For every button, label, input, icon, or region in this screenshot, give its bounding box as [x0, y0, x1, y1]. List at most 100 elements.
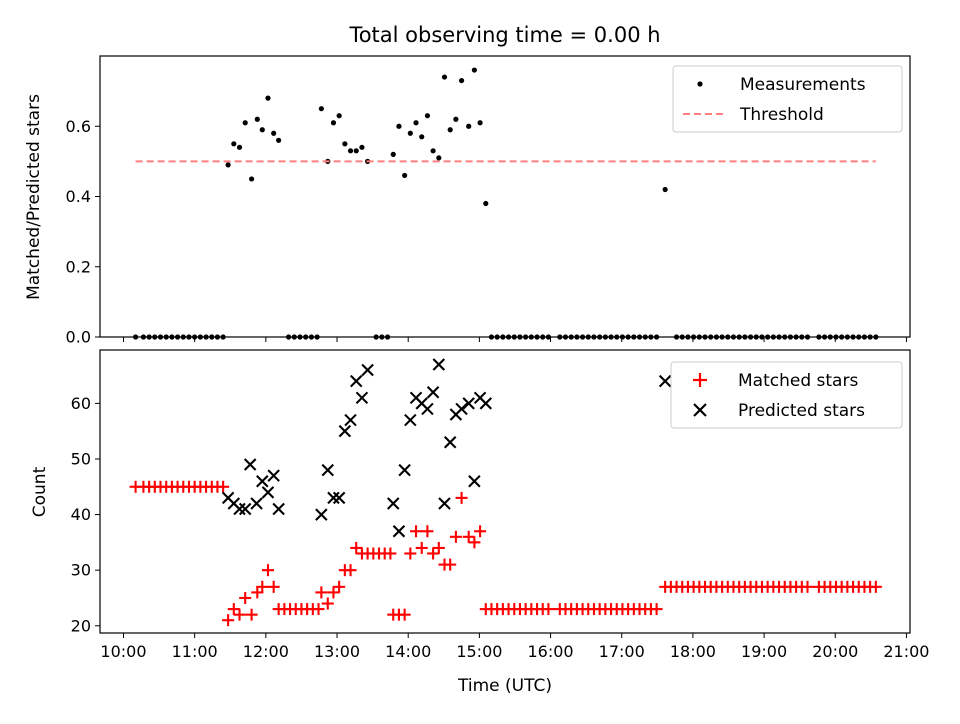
measurement-point — [419, 134, 425, 140]
measurement-point — [225, 162, 231, 168]
matched-star-point — [410, 525, 423, 538]
predicted-star-point — [272, 502, 285, 516]
predicted-star-point — [658, 374, 672, 388]
measurement-point — [231, 141, 237, 147]
matched-star-point — [421, 525, 434, 538]
measurement-point — [353, 148, 359, 154]
predicted-star-point — [426, 386, 440, 399]
measurement-point — [453, 116, 459, 122]
predicted-star-point — [479, 397, 493, 410]
x-tick-label-7: 17:00 — [599, 642, 645, 661]
predicted-star-point — [361, 363, 374, 377]
x-tick-label-9: 19:00 — [741, 642, 787, 661]
matched-star-point — [217, 480, 230, 493]
legend-measurements-marker — [697, 81, 703, 87]
predicted-star-point — [256, 474, 269, 488]
predicted-star-point — [387, 497, 400, 510]
x-tick-label-4: 14:00 — [385, 642, 431, 661]
legend-matched-marker — [693, 373, 707, 387]
bottom-legend-box — [670, 361, 903, 429]
predicted-star-point — [421, 402, 434, 416]
measurement-point — [336, 113, 342, 119]
chart-title: Total observing time = 0.00 h — [348, 23, 660, 47]
measurement-point — [276, 137, 282, 143]
matched-star-point — [404, 547, 417, 560]
matched-star-point — [245, 608, 258, 621]
predicted-star-point — [344, 413, 357, 427]
x-tick-label-11: 21:00 — [883, 642, 929, 661]
matched-star-point — [321, 597, 334, 610]
top-legend: Measurements Threshold — [672, 65, 903, 133]
measurement-point — [236, 144, 243, 150]
bottom-y-axis-label: Count — [30, 466, 50, 517]
predicted-star-point — [238, 502, 252, 516]
matched-star-point — [327, 586, 340, 599]
x-tick-label-1: 11:00 — [172, 642, 218, 661]
predicted-star-point — [243, 458, 257, 471]
measurement-point — [424, 113, 431, 119]
matched-star-point — [261, 564, 274, 577]
measurement-point — [402, 172, 408, 179]
legend-predicted-marker — [693, 403, 707, 417]
matched-star-point — [455, 491, 468, 504]
x-tick-label-0: 10:00 — [100, 642, 146, 661]
matched-star-point — [415, 541, 428, 554]
bottom-axes-frame — [99, 349, 911, 634]
measurement-point — [265, 95, 271, 101]
predicted-star-point — [404, 413, 417, 427]
matched-star-point — [449, 530, 462, 543]
matched-star-point — [267, 580, 280, 593]
matched-star-point — [427, 547, 440, 560]
measurement-point — [413, 120, 419, 126]
predicted-star-point — [349, 374, 363, 388]
matched-star-point — [801, 580, 814, 593]
measurement-point — [330, 120, 337, 126]
x-tick-label-8: 18:00 — [670, 642, 716, 661]
predicted-star-point — [443, 436, 457, 449]
predicted-star-point — [327, 491, 340, 505]
measurement-point — [254, 116, 260, 122]
x-tick-label-3: 13:00 — [314, 642, 360, 661]
matched-star-point — [432, 541, 445, 554]
measurement-point — [347, 148, 354, 154]
matched-star-point — [222, 614, 235, 627]
matched-star-point — [474, 525, 487, 538]
measurement-point — [477, 120, 483, 126]
measurement-point — [390, 151, 396, 157]
matched-star-point — [468, 536, 481, 549]
y-tick-label-1-1: 30 — [71, 561, 91, 580]
matched-star-point — [444, 558, 457, 571]
matched-star-point — [462, 530, 475, 543]
predicted-star-point — [233, 502, 246, 516]
y-tick-label-0-3: 0.6 — [66, 117, 91, 136]
y-tick-label-1-3: 50 — [71, 449, 91, 468]
measurement-point — [483, 200, 489, 207]
x-tick-label-2: 12:00 — [243, 642, 289, 661]
measurement-point — [471, 67, 477, 73]
y-tick-label-0-0: 0.0 — [66, 328, 91, 347]
measurement-point — [458, 77, 465, 84]
matched-star-point — [233, 608, 246, 621]
legend-threshold-label: Threshold — [739, 105, 824, 125]
measurement-point — [436, 155, 442, 161]
matched-star-point — [315, 586, 328, 599]
measurement-point — [466, 123, 472, 129]
y-tick-label-1-2: 40 — [71, 505, 91, 524]
matched-star-point — [869, 580, 882, 593]
measurement-point — [396, 123, 402, 129]
predicted-star-point — [261, 486, 275, 499]
predicted-star-point — [315, 508, 328, 521]
predicted-star-point — [338, 424, 352, 438]
legend-measurements-label: Measurements — [740, 75, 866, 95]
matched-star-point — [650, 603, 663, 616]
measurement-point — [242, 120, 248, 126]
y-tick-label-0-1: 0.2 — [66, 257, 91, 276]
predicted-star-point — [332, 491, 346, 505]
measurement-point — [662, 186, 668, 193]
matched-star-point — [227, 603, 240, 616]
legend-matched-label: Matched stars — [738, 371, 858, 391]
y-tick-label-1-4: 60 — [71, 394, 91, 413]
predicted-star-point — [321, 463, 335, 477]
measurement-point — [441, 74, 448, 80]
